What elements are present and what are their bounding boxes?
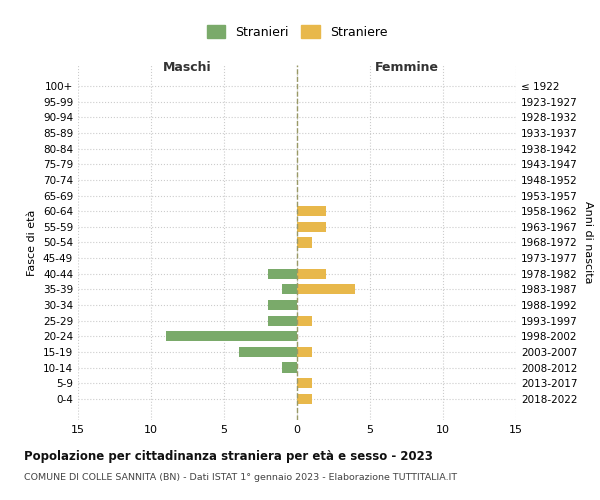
- Bar: [283, 362, 297, 372]
- Text: Popolazione per cittadinanza straniera per età e sesso - 2023: Popolazione per cittadinanza straniera p…: [24, 450, 433, 463]
- Legend: Stranieri, Straniere: Stranieri, Straniere: [203, 22, 391, 42]
- Bar: [297, 238, 311, 248]
- Bar: [239, 347, 297, 357]
- Bar: [297, 206, 326, 216]
- Y-axis label: Fasce di età: Fasce di età: [28, 210, 37, 276]
- Bar: [268, 268, 297, 279]
- Bar: [166, 331, 297, 342]
- Bar: [268, 316, 297, 326]
- Text: COMUNE DI COLLE SANNITA (BN) - Dati ISTAT 1° gennaio 2023 - Elaborazione TUTTITA: COMUNE DI COLLE SANNITA (BN) - Dati ISTA…: [24, 472, 457, 482]
- Bar: [283, 284, 297, 294]
- Bar: [297, 284, 355, 294]
- Bar: [297, 316, 311, 326]
- Text: Maschi: Maschi: [163, 60, 212, 74]
- Bar: [297, 222, 326, 232]
- Text: Femmine: Femmine: [374, 60, 439, 74]
- Bar: [268, 300, 297, 310]
- Y-axis label: Anni di nascita: Anni di nascita: [583, 201, 593, 284]
- Bar: [297, 268, 326, 279]
- Bar: [297, 347, 311, 357]
- Bar: [297, 394, 311, 404]
- Bar: [297, 378, 311, 388]
